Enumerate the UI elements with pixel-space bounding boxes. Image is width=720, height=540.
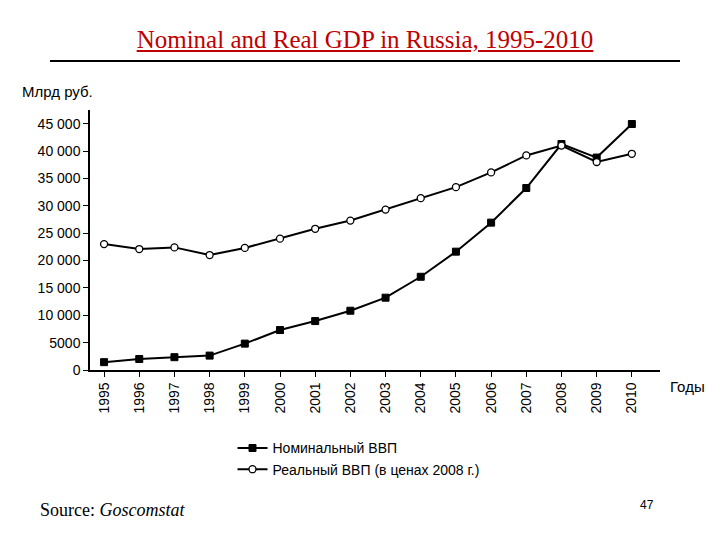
svg-text:Годы: Годы	[670, 378, 705, 395]
svg-text:2006: 2006	[483, 382, 499, 413]
svg-text:20 000: 20 000	[38, 252, 81, 268]
svg-text:45 000: 45 000	[38, 116, 81, 132]
svg-text:2000: 2000	[272, 382, 288, 413]
svg-text:2002: 2002	[342, 382, 358, 413]
svg-text:25 000: 25 000	[38, 225, 81, 241]
svg-text:2008: 2008	[553, 382, 569, 413]
svg-text:2005: 2005	[447, 382, 463, 413]
svg-text:30 000: 30 000	[38, 198, 81, 214]
svg-text:2004: 2004	[412, 382, 428, 413]
svg-text:1998: 1998	[201, 382, 217, 413]
svg-text:10 000: 10 000	[38, 307, 81, 323]
svg-text:0: 0	[73, 362, 81, 378]
html-text:Nominal and Real GDP in Russia: Nominal and Real GDP in Russia, 1995-201…	[136, 26, 594, 53]
svg-text:Реальный ВВП (в ценах 2008 г.): Реальный ВВП (в ценах 2008 г.)	[273, 462, 480, 478]
svg-text:2001: 2001	[307, 382, 323, 413]
svg-text:1996: 1996	[131, 382, 147, 413]
svg-text:1999: 1999	[236, 382, 252, 413]
html-text:47: 47	[640, 498, 654, 512]
svg-text:15 000: 15 000	[38, 280, 81, 296]
svg-text:5000: 5000	[49, 335, 80, 351]
svg-text:35 000: 35 000	[38, 170, 81, 186]
html-text:Source: Goscomstat: Source: Goscomstat	[40, 500, 185, 520]
svg-text:Номинальный ВВП: Номинальный ВВП	[273, 440, 398, 456]
svg-text:Млрд руб.: Млрд руб.	[22, 83, 93, 100]
svg-text:40 000: 40 000	[38, 143, 81, 159]
svg-text:2009: 2009	[588, 382, 604, 413]
svg-text:2007: 2007	[518, 382, 534, 413]
svg-text:2010: 2010	[623, 382, 639, 413]
svg-text:1995: 1995	[96, 382, 112, 413]
svg-text:2003: 2003	[377, 382, 393, 413]
svg-text:1997: 1997	[166, 382, 182, 413]
